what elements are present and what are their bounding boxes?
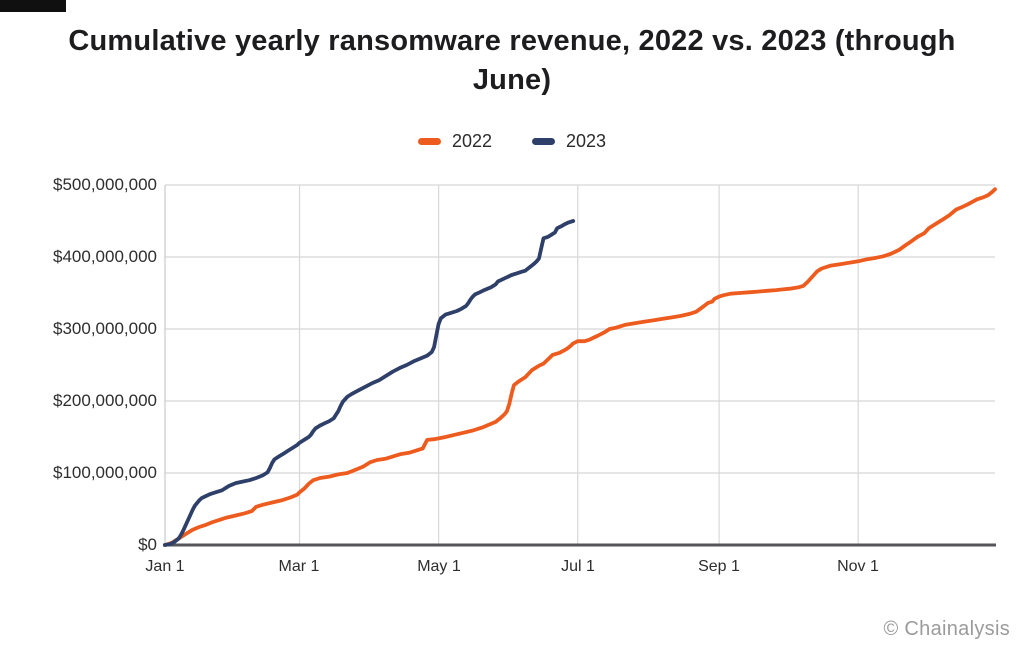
y-tick-label-0: $0	[138, 535, 157, 554]
y-tick-label-400: $400,000,000	[53, 247, 157, 266]
legend-swatch-2023-icon	[532, 138, 555, 145]
screen-artifact-bar	[0, 0, 66, 12]
page-title-line2: June)	[472, 64, 552, 96]
x-tick-label-sep1: Sep 1	[698, 558, 740, 575]
attribution-text: © Chainalysis	[883, 618, 1010, 640]
legend-label-2022: 2022	[451, 131, 492, 151]
x-tick-label-jan1: Jan 1	[145, 558, 185, 575]
legend-item-2022: 2022	[417, 131, 492, 152]
page-title-line1: Cumulative yearly ransomware revenue, 20…	[68, 25, 956, 57]
series-line-2022	[163, 187, 997, 547]
page-title: Cumulative yearly ransomware revenue, 20…	[0, 22, 1024, 100]
x-tick-label-may1: May 1	[417, 558, 461, 575]
x-tick-label-mar1: Mar 1	[278, 558, 320, 575]
x-tick-label-nov1: Nov 1	[837, 558, 879, 575]
legend-item-2023: 2023	[532, 131, 606, 152]
legend-label-2023: 2023	[566, 131, 607, 151]
y-tick-label-300: $300,000,000	[53, 319, 157, 338]
y-tick-label-200: $200,000,000	[53, 391, 157, 410]
legend-swatch-2022-icon	[417, 138, 441, 145]
x-tick-label-jul1: Jul 1	[561, 558, 595, 575]
series-line-2023	[163, 219, 576, 547]
chart-legend: 2022 2023	[0, 131, 1024, 152]
y-tick-label-100: $100,000,000	[53, 463, 157, 482]
y-tick-label-500: $500,000,000	[53, 175, 157, 194]
